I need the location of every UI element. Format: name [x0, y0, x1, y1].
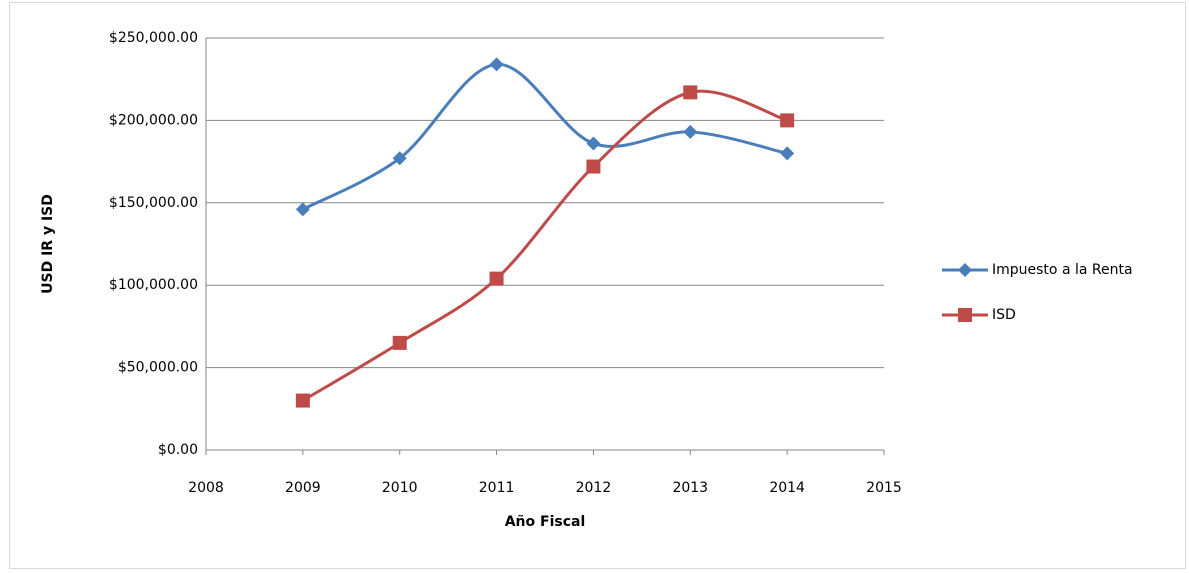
y-tick-label: $50,000.00: [118, 360, 198, 376]
y-tick-label: $200,000.00: [109, 112, 198, 128]
x-tick-label: 2014: [769, 480, 805, 496]
marker: [489, 271, 504, 286]
marker: [683, 85, 698, 100]
marker: [958, 263, 972, 277]
marker: [586, 159, 601, 174]
marker: [295, 393, 310, 408]
marker: [295, 202, 310, 217]
marker: [392, 151, 407, 166]
legend-label: Impuesto a la Renta: [992, 262, 1133, 278]
x-tick-label: 2012: [576, 480, 612, 496]
x-tick-label: 2011: [479, 480, 515, 496]
y-tick-label: $100,000.00: [109, 277, 198, 293]
x-tick-label: 2013: [672, 480, 708, 496]
marker: [780, 113, 795, 128]
x-axis-title: Año Fiscal: [505, 514, 586, 530]
y-tick-label: $0.00: [158, 442, 198, 458]
marker: [780, 146, 795, 161]
y-axis-title: USD IR y ISD: [40, 194, 56, 294]
y-tick-label: $250,000.00: [109, 30, 198, 46]
marker: [489, 57, 504, 72]
y-tick-label: $150,000.00: [109, 195, 198, 211]
marker: [683, 124, 698, 139]
x-tick-label: 2010: [382, 480, 418, 496]
legend-label: ISD: [992, 307, 1016, 323]
marker: [392, 335, 407, 350]
marker: [586, 136, 601, 151]
x-tick-label: 2015: [866, 480, 902, 496]
x-tick-label: 2008: [188, 480, 224, 496]
marker: [958, 308, 972, 322]
x-tick-label: 2009: [285, 480, 321, 496]
